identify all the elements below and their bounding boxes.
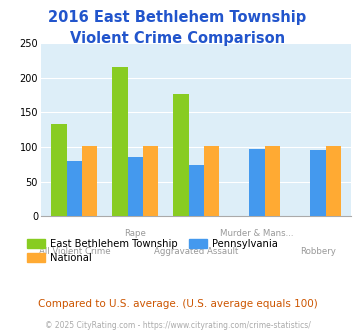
- Bar: [204, 146, 219, 216]
- Text: 2016 East Bethlehem Township: 2016 East Bethlehem Township: [48, 10, 307, 25]
- Text: Compared to U.S. average. (U.S. average equals 100): Compared to U.S. average. (U.S. average …: [38, 299, 317, 309]
- Bar: [265, 146, 280, 216]
- Legend: East Bethlehem Township, National, Pennsylvania: East Bethlehem Township, National, Penns…: [23, 235, 282, 267]
- Bar: [326, 146, 341, 216]
- Text: Violent Crime Comparison: Violent Crime Comparison: [70, 31, 285, 46]
- Bar: [51, 124, 67, 216]
- Bar: [82, 146, 97, 216]
- Bar: [189, 165, 204, 216]
- Bar: [127, 156, 143, 216]
- Bar: [143, 146, 158, 216]
- Bar: [113, 67, 127, 216]
- Bar: [173, 94, 189, 216]
- Text: Murder & Mans...: Murder & Mans...: [220, 229, 294, 238]
- Bar: [310, 150, 326, 216]
- Bar: [250, 149, 265, 216]
- Text: © 2025 CityRating.com - https://www.cityrating.com/crime-statistics/: © 2025 CityRating.com - https://www.city…: [45, 321, 310, 330]
- Text: Aggravated Assault: Aggravated Assault: [154, 248, 238, 256]
- Text: Rape: Rape: [124, 229, 146, 238]
- Text: Robbery: Robbery: [300, 248, 336, 256]
- Text: All Violent Crime: All Violent Crime: [38, 248, 110, 256]
- Bar: [67, 161, 82, 216]
